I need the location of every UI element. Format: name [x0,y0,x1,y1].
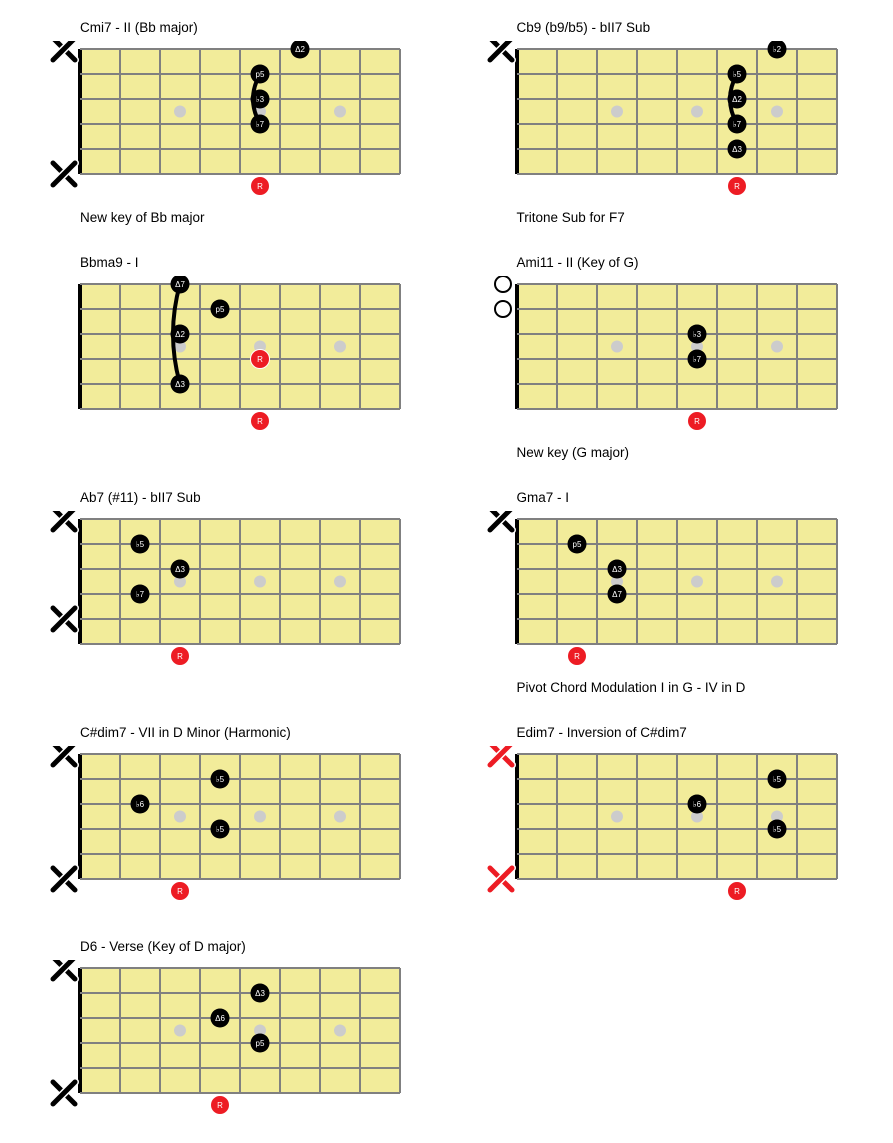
chord-title: Ami11 - II (Key of G) [517,255,854,270]
dot-label: Δ7 [612,590,622,599]
chord-title: C#dim7 - VII in D Minor (Harmonic) [80,725,417,740]
chord-diagram-grid: Cmi7 - II (Bb major) Δ2 p5 ♭3 ♭7 R New key of … [40,20,853,1123]
dot-label: ♭3 [256,95,265,104]
dot-label: R [177,652,183,661]
chord-title: Ab7 (#11) - bII7 Sub [80,490,417,505]
dot-label: ♭7 [256,120,265,129]
dot-label: p5 [256,1039,265,1048]
dot-label: ♭5 [216,825,225,834]
dot-label: p5 [572,540,581,549]
chord-cell-bbma9: Bbma9 - I Δ7 p5 Δ2 R Δ3 R [40,255,417,460]
dot-label: Δ2 [295,45,305,54]
dot-label: ♭5 [216,775,225,784]
chord-title: Edim7 - Inversion of C#dim7 [517,725,854,740]
chord-caption: Tritone Sub for F7 [517,210,854,225]
mute-icon [490,511,512,530]
dot-label: R [734,182,740,191]
dot-label: ♭7 [732,120,741,129]
chord-cell-d6: D6 - Verse (Key of D major) Δ3 Δ6 p5 R [40,939,417,1123]
open-string-icon [495,276,511,292]
chord-title: D6 - Verse (Key of D major) [80,939,417,954]
chord-caption: Pivot Chord Modulation I in G - IV in D [517,680,854,695]
mute-icon [490,41,512,60]
fretboard-csdim7: ♭5 ♭6 ♭5 R [40,746,410,909]
mute-icon [490,746,512,765]
dot-label: ♭5 [772,825,781,834]
chord-caption: New key (G major) [517,445,854,460]
dot-label: Δ7 [175,280,185,289]
dot-label: ♭6 [692,800,701,809]
fretboard-gma7: p5 Δ3 Δ7 R [477,511,847,674]
dot-label: R [734,887,740,896]
mute-icon [53,746,75,765]
mute-icon [53,1082,75,1104]
fretboard-ab7s11: ♭5 Δ3 ♭7 R [40,511,410,674]
dot-label: R [257,182,263,191]
chord-title: Bbma9 - I [80,255,417,270]
chord-title: Gma7 - I [517,490,854,505]
dot-label: Δ6 [215,1014,225,1023]
fretboard-edim7: ♭5 ♭6 ♭5 R [477,746,847,909]
dot-label: ♭5 [136,540,145,549]
mute-icon [53,608,75,630]
dot-label: ♭7 [692,355,701,364]
dot-label: ♭5 [732,70,741,79]
mute-icon [490,868,512,890]
dot-label: Δ3 [175,565,185,574]
chord-cell-ami11: Ami11 - II (Key of G) ♭3 ♭7 R New key (G maj… [477,255,854,460]
dot-label: R [257,355,263,364]
chord-cell-gma7: Gma7 - I p5 Δ3 Δ7 R Pivot Chord Modulation I … [477,490,854,695]
dot-label: p5 [256,70,265,79]
dot-label: Δ3 [255,989,265,998]
dot-label: p5 [216,305,225,314]
mute-icon [53,868,75,890]
dot-label: Δ2 [175,330,185,339]
mute-icon [53,511,75,530]
fretboard-cb9: ♭2 ♭5 Δ2 ♭7 Δ3 R [477,41,847,204]
mute-icon [53,41,75,60]
dot-label: Δ3 [175,380,185,389]
dot-label: R [217,1101,223,1110]
open-string-icon [495,301,511,317]
chord-caption: New key of Bb major [80,210,417,225]
dot-label: ♭5 [772,775,781,784]
dot-label: R [257,417,263,426]
dot-label: ♭7 [136,590,145,599]
chord-cell-cmi7: Cmi7 - II (Bb major) Δ2 p5 ♭3 ♭7 R New key of … [40,20,417,225]
dot-label: ♭2 [772,45,781,54]
dot-label: R [177,887,183,896]
fretboard-ami11: ♭3 ♭7 R [477,276,847,439]
dot-label: ♭6 [136,800,145,809]
mute-icon [53,163,75,185]
fretboard-cmi7: Δ2 p5 ♭3 ♭7 R [40,41,410,204]
fretboard-d6: Δ3 Δ6 p5 R [40,960,410,1123]
mute-icon [53,960,75,979]
dot-label: R [574,652,580,661]
dot-label: Δ2 [732,95,742,104]
fretboard-bbma9: Δ7 p5 Δ2 R Δ3 R [40,276,410,439]
chord-cell-csdim7: C#dim7 - VII in D Minor (Harmonic)♭5♭6♭5… [40,725,417,909]
chord-cell-edim7: Edim7 - Inversion of C#dim7 ♭5 ♭6 ♭5 R [477,725,854,909]
dot-label: Δ3 [732,145,742,154]
dot-label: Δ3 [612,565,622,574]
chord-cell-cb9: Cb9 (b9/b5) - bII7 Sub ♭2 ♭5 Δ2 ♭7 Δ3 R Tritone… [477,20,854,225]
chord-cell-ab7s11: Ab7 (#11) - bII7 Sub ♭5 Δ3 ♭7 R [40,490,417,695]
chord-title: Cb9 (b9/b5) - bII7 Sub [517,20,854,35]
chord-title: Cmi7 - II (Bb major) [80,20,417,35]
dot-label: R [694,417,700,426]
dot-label: ♭3 [692,330,701,339]
